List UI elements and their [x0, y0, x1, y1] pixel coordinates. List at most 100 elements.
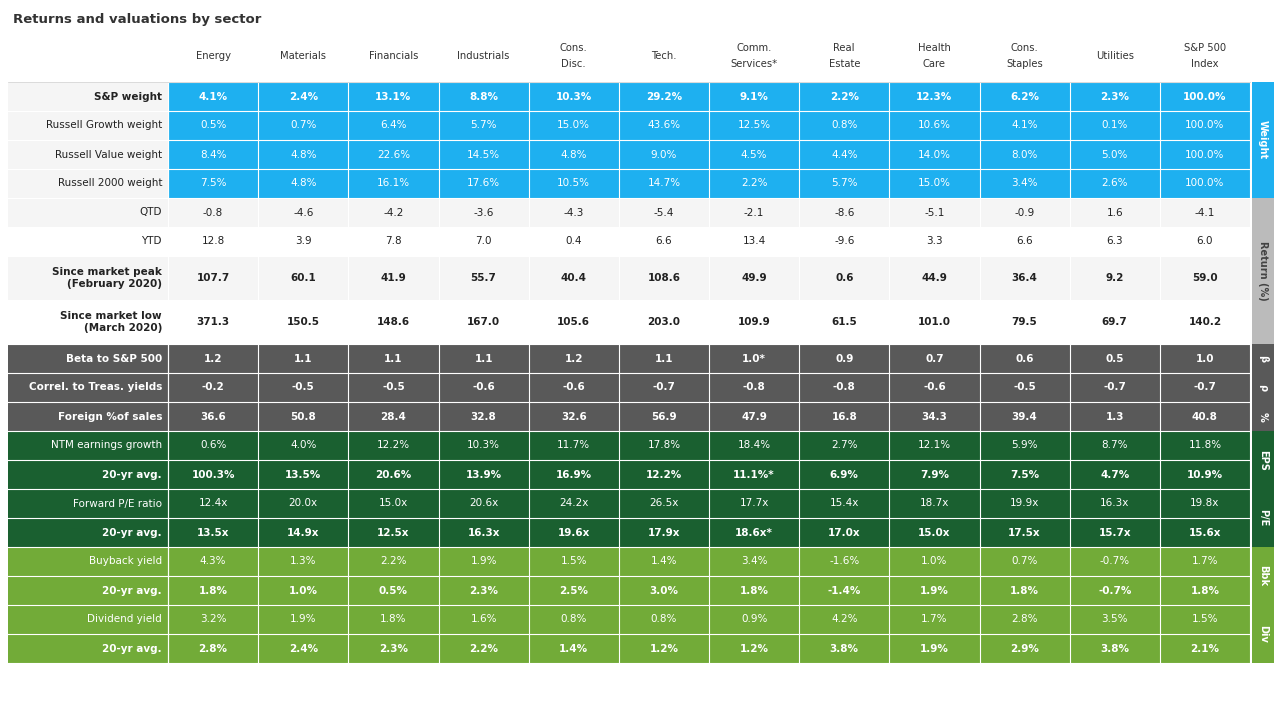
Bar [890, 256, 979, 300]
Bar [168, 576, 259, 605]
Bar [259, 460, 348, 489]
Text: 14.9x: 14.9x [287, 528, 320, 538]
Bar [529, 198, 618, 227]
Text: 19.6x: 19.6x [558, 528, 590, 538]
Text: 34.3: 34.3 [922, 412, 947, 421]
Text: 8.8%: 8.8% [468, 91, 498, 102]
Text: 15.6x: 15.6x [1189, 528, 1221, 538]
Bar [979, 431, 1070, 460]
Bar [259, 605, 348, 634]
Bar [348, 256, 439, 300]
Text: -0.8: -0.8 [204, 207, 223, 217]
Text: 12.3%: 12.3% [916, 91, 952, 102]
Bar [439, 489, 529, 518]
Text: 6.3: 6.3 [1106, 236, 1123, 246]
Bar [168, 344, 259, 373]
Text: 4.7%: 4.7% [1100, 469, 1129, 480]
Text: 13.9%: 13.9% [466, 469, 502, 480]
Text: 3.2%: 3.2% [200, 614, 227, 624]
Text: 0.1%: 0.1% [1102, 120, 1128, 130]
Text: -3.6: -3.6 [474, 207, 494, 217]
Text: 0.9%: 0.9% [741, 614, 767, 624]
Bar [259, 634, 348, 663]
Text: 1.1: 1.1 [294, 354, 312, 364]
Text: -0.6: -0.6 [923, 382, 946, 392]
Text: 20-yr avg.: 20-yr avg. [102, 644, 163, 654]
Bar [709, 140, 799, 169]
Text: 12.4x: 12.4x [198, 498, 228, 508]
Bar [979, 198, 1070, 227]
Text: Care: Care [923, 59, 946, 69]
Bar [979, 140, 1070, 169]
Text: 8.0%: 8.0% [1011, 150, 1038, 160]
Bar [709, 547, 799, 576]
Bar [259, 198, 348, 227]
Bar [529, 605, 618, 634]
Text: 4.2%: 4.2% [831, 614, 858, 624]
Text: 50.8: 50.8 [291, 412, 316, 421]
Text: 1.8%: 1.8% [1190, 585, 1220, 595]
Text: 0.8%: 0.8% [831, 120, 858, 130]
Bar [890, 489, 979, 518]
Text: 2.8%: 2.8% [1011, 614, 1038, 624]
Bar [348, 198, 439, 227]
Text: 4.8%: 4.8% [561, 150, 588, 160]
Bar [348, 300, 439, 344]
Text: 1.1: 1.1 [654, 354, 673, 364]
Bar [439, 605, 529, 634]
Bar [709, 373, 799, 402]
Text: 18.7x: 18.7x [920, 498, 948, 508]
Text: 3.0%: 3.0% [649, 585, 678, 595]
Bar [168, 431, 259, 460]
Text: 10.6%: 10.6% [918, 120, 951, 130]
Bar [8, 402, 168, 431]
Text: Since market low
(March 2020): Since market low (March 2020) [60, 311, 163, 333]
Bar [529, 169, 618, 198]
Bar [168, 605, 259, 634]
Text: 20-yr avg.: 20-yr avg. [102, 469, 163, 480]
Bar [259, 111, 348, 140]
Bar [1160, 402, 1251, 431]
Bar [799, 489, 890, 518]
Text: Index: Index [1192, 59, 1219, 69]
Bar [1252, 82, 1274, 198]
Bar [439, 198, 529, 227]
Bar [890, 547, 979, 576]
Bar [168, 402, 259, 431]
Bar [1070, 576, 1160, 605]
Bar [1070, 140, 1160, 169]
Bar [8, 460, 168, 489]
Text: 1.1: 1.1 [384, 354, 403, 364]
Bar [439, 344, 529, 373]
Text: S&P 500: S&P 500 [1184, 43, 1226, 53]
Text: Correl. to Treas. yields: Correl. to Treas. yields [28, 382, 163, 392]
Bar [348, 431, 439, 460]
Text: 100.0%: 100.0% [1185, 179, 1225, 189]
Text: 0.4: 0.4 [566, 236, 582, 246]
Bar [618, 402, 709, 431]
Bar [529, 140, 618, 169]
Bar [1252, 373, 1274, 402]
Text: 0.8%: 0.8% [650, 614, 677, 624]
Text: 15.0x: 15.0x [379, 498, 408, 508]
Bar [709, 605, 799, 634]
Text: 1.0%: 1.0% [289, 585, 317, 595]
Bar [259, 344, 348, 373]
Bar [1252, 547, 1274, 605]
Text: 19.8x: 19.8x [1190, 498, 1220, 508]
Text: Utilities: Utilities [1096, 51, 1134, 61]
Text: 1.9%: 1.9% [470, 557, 497, 567]
Bar [439, 82, 529, 111]
Bar [529, 256, 618, 300]
Bar [259, 489, 348, 518]
Bar [1070, 169, 1160, 198]
Bar [709, 111, 799, 140]
Text: 24.2x: 24.2x [559, 498, 589, 508]
Text: 41.9: 41.9 [380, 273, 406, 283]
Bar [1252, 489, 1274, 547]
Text: Russell Value weight: Russell Value weight [55, 150, 163, 160]
Bar [168, 169, 259, 198]
Bar [799, 344, 890, 373]
Text: Estate: Estate [828, 59, 860, 69]
Text: 4.3%: 4.3% [200, 557, 227, 567]
